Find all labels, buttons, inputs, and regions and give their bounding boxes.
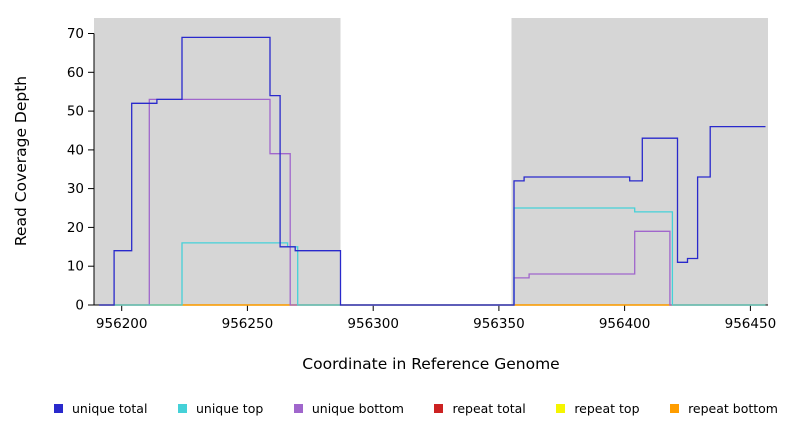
plot-background-regions <box>94 18 768 305</box>
legend-item-unique-total: unique total <box>54 401 147 416</box>
series-line-unique-total <box>99 36 766 306</box>
y-tick-label: 30 <box>67 181 84 197</box>
chart-legend: unique total unique top unique bottom re… <box>0 396 792 420</box>
y-tick-label: 70 <box>67 26 84 42</box>
y-axis-title: Read Coverage Depth <box>12 76 30 246</box>
axis-labels: 956200 956250 956300 956350 956400 956450 0 10 2… <box>12 26 776 373</box>
x-tick-label: 956350 <box>473 316 525 332</box>
y-tick-label: 0 <box>75 298 84 314</box>
x-tick-label: 956450 <box>725 316 777 332</box>
bg-shaded-region-right <box>511 18 768 305</box>
legend-swatch-repeat-bottom <box>670 403 680 413</box>
legend-swatch-repeat-total <box>434 403 444 413</box>
y-tick-label: 40 <box>67 142 84 158</box>
bg-shaded-region-left <box>94 18 341 305</box>
y-tick-label: 10 <box>67 259 84 275</box>
legend-item-unique-top: unique top <box>177 400 264 416</box>
legend-label-unique-total: unique total <box>72 400 148 416</box>
x-axis-title: Coordinate in Reference Genome <box>302 355 559 373</box>
legend-item-repeat-total: repeat total <box>434 400 526 416</box>
legend-item-repeat-bottom: repeat bottom <box>670 401 778 416</box>
legend-label-repeat-bottom: repeat bottom <box>688 400 778 416</box>
legend-item-unique-bottom: unique bottom <box>293 400 404 416</box>
legend-label-repeat-top: repeat top <box>574 400 640 416</box>
bg-gap-region <box>340 18 512 305</box>
x-tick-label: 956200 <box>96 316 148 332</box>
legend-swatch-repeat-top <box>556 403 566 413</box>
y-tick-label: 20 <box>67 220 84 236</box>
legend-swatch-unique-top <box>177 403 187 413</box>
coverage-depth-chart: 956200 956250 956300 956350 956400 956450 0 10 2… <box>12 18 776 373</box>
legend-label-repeat-total: repeat total <box>452 400 526 416</box>
coverage-series <box>99 36 766 306</box>
legend-swatch-unique-bottom <box>293 403 303 413</box>
legend-item-repeat-top: repeat top <box>556 400 640 416</box>
y-tick-label: 60 <box>67 65 84 81</box>
legend-label-unique-top: unique top <box>195 400 264 416</box>
legend-swatch-unique-total <box>54 403 63 413</box>
x-tick-label: 956400 <box>599 316 651 332</box>
legend-label-unique-bottom: unique bottom <box>311 400 404 416</box>
x-tick-label: 956300 <box>347 316 399 332</box>
y-tick-label: 50 <box>67 104 84 120</box>
x-tick-label: 956250 <box>222 316 274 332</box>
